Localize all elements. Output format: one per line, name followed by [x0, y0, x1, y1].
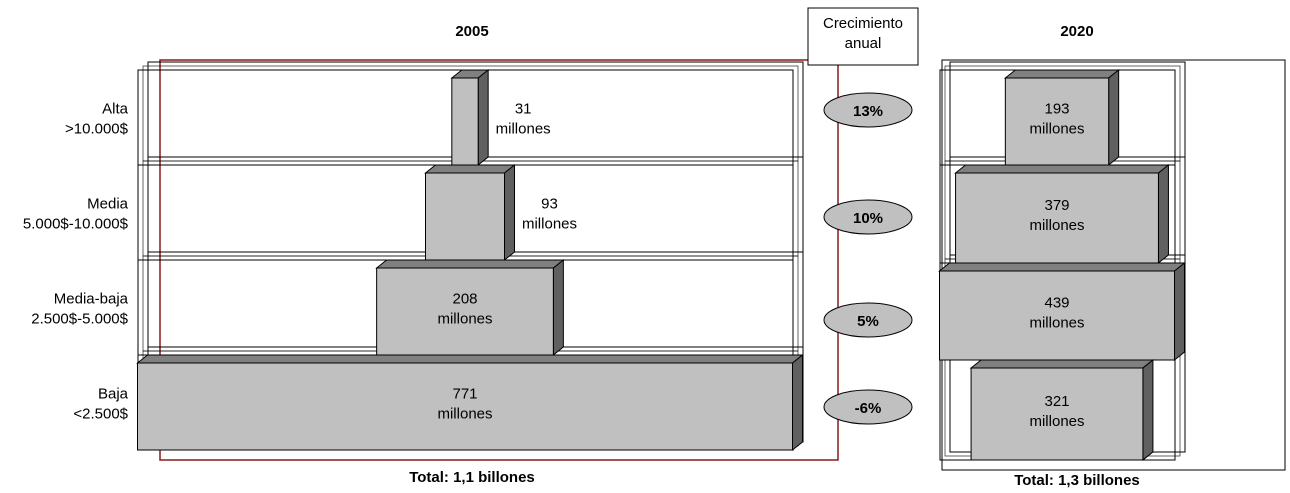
bar: [451, 77, 479, 166]
bar-side: [1142, 358, 1154, 462]
value-label: 193 millones: [1029, 101, 1084, 138]
bar-side: [1108, 68, 1120, 167]
value-label: 208 millones: [437, 291, 492, 328]
value-label: 771 millones: [437, 386, 492, 423]
bar-top: [954, 164, 1170, 174]
bar-side: [1157, 163, 1169, 265]
category-label: Media-baja 2.500$-5.000$: [31, 291, 128, 328]
growth-label: 13%: [853, 103, 883, 120]
growth-oval: [823, 92, 913, 128]
growth-header: Crecimiento anual: [823, 15, 903, 52]
bar-top: [424, 164, 516, 174]
bar-side: [1174, 261, 1185, 362]
value-label: 439 millones: [1029, 295, 1084, 332]
value-label: 321 millones: [1029, 393, 1084, 430]
bar: [970, 367, 1144, 461]
bar-top: [375, 259, 565, 269]
bar: [955, 172, 1159, 264]
chart-title: 2020: [1060, 23, 1093, 40]
bar-side: [504, 163, 516, 262]
category-label: Media 5.000$-10.000$: [23, 196, 129, 233]
category-label: Alta >10.000$: [65, 101, 129, 138]
growth-label: 10%: [853, 210, 883, 227]
bar-side: [552, 258, 564, 357]
bar-top: [1003, 69, 1121, 79]
growth-label: 5%: [857, 313, 879, 330]
bar: [1004, 77, 1110, 166]
bar-top: [969, 359, 1155, 369]
bar-top: [938, 262, 1186, 272]
bar: [376, 267, 554, 356]
growth-label: -6%: [855, 400, 882, 417]
chart-annotation: Total: 1,3 billones: [1014, 472, 1140, 489]
value-label: 379 millones: [1029, 197, 1084, 234]
frame-2020: [941, 59, 1286, 471]
bar: [137, 362, 793, 451]
value-label: 31 millones: [496, 101, 551, 138]
value-label: 93 millones: [522, 196, 577, 233]
growth-oval: [823, 389, 913, 425]
chart-title: 2005: [455, 23, 488, 40]
bar-side: [792, 353, 803, 452]
bar-side: [477, 68, 489, 167]
growth-oval: [823, 302, 913, 338]
growth-header-box: [807, 7, 919, 66]
bar: [424, 172, 506, 261]
bar-top: [136, 354, 804, 364]
growth-oval: [823, 199, 913, 235]
chart-annotation: Total: 1,1 billones: [409, 469, 535, 486]
category-label: Baja <2.500$: [73, 386, 128, 423]
bar: [939, 270, 1175, 361]
